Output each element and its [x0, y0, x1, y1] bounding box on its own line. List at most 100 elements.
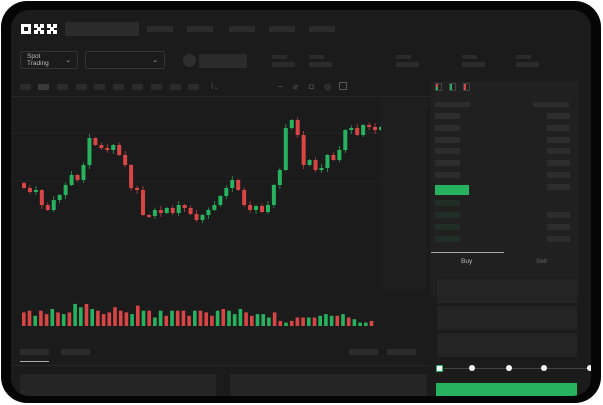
volume-bar	[352, 319, 357, 326]
bid-size	[547, 236, 570, 242]
amount-slider[interactable]	[436, 365, 591, 372]
tab-order-history[interactable]	[61, 349, 90, 355]
candle-body	[218, 196, 223, 205]
timeframe-button[interactable]	[38, 84, 49, 90]
volume-bar	[329, 315, 334, 326]
candle-body	[230, 180, 235, 188]
nav-item[interactable]	[187, 26, 213, 32]
nav-item[interactable]	[309, 26, 335, 32]
candle-body	[63, 185, 68, 195]
timeframe-button[interactable]	[76, 84, 87, 90]
candle-body	[69, 175, 74, 185]
candle-body	[307, 160, 312, 165]
slider-step[interactable]	[587, 365, 591, 371]
volume-bar	[312, 317, 317, 326]
stat-value	[396, 62, 419, 67]
camera-icon[interactable]: ◘	[309, 82, 314, 91]
volume-bar	[289, 320, 294, 326]
slider-step[interactable]	[469, 365, 475, 371]
candle-body	[93, 138, 98, 145]
volume-bar	[295, 317, 300, 326]
stat-label	[516, 55, 531, 59]
orderbook-asks-icon[interactable]	[463, 83, 470, 91]
volume-bar	[44, 314, 49, 326]
timeframe-button[interactable]	[94, 84, 105, 90]
candle-body	[313, 160, 318, 170]
volume-bar	[130, 314, 134, 326]
total-field[interactable]	[437, 333, 577, 358]
tab-open-orders[interactable]	[20, 349, 49, 355]
candle-body	[27, 188, 32, 192]
candle-body	[331, 155, 336, 160]
slider-step[interactable]	[506, 365, 512, 371]
market-type-select[interactable]: Spot Trading ⌄	[20, 51, 78, 69]
candle-body	[277, 170, 282, 185]
nav-item[interactable]	[147, 26, 173, 32]
order-form: Buy Sell	[431, 252, 591, 396]
volume-bar	[107, 312, 112, 326]
candle-body	[39, 190, 44, 205]
amount-field[interactable]	[437, 306, 577, 331]
okx-logo	[21, 24, 57, 34]
timeframe-button[interactable]	[188, 84, 199, 90]
timeframe-button[interactable]	[151, 84, 162, 90]
price-field[interactable]	[437, 279, 577, 304]
fullscreen-icon[interactable]	[339, 82, 347, 90]
volume-bar	[84, 303, 89, 326]
pair-select[interactable]: ⌄	[85, 51, 165, 69]
volume-bar	[318, 315, 322, 326]
candle-body	[248, 205, 253, 210]
candle-body	[45, 205, 50, 210]
buy-tab[interactable]: Buy	[461, 258, 473, 265]
ask-price	[435, 160, 460, 166]
stat-label	[272, 55, 287, 59]
last-price	[435, 185, 469, 195]
line-icon[interactable]: ∼	[277, 82, 284, 91]
volume-bar	[147, 310, 151, 326]
nav-item[interactable]	[229, 26, 255, 32]
volume-bar	[278, 320, 283, 326]
buy-button[interactable]	[436, 383, 577, 396]
volume-bar	[324, 314, 328, 326]
timeframe-button[interactable]	[132, 84, 143, 90]
sell-tab[interactable]: Sell	[536, 258, 547, 265]
pair-name	[199, 54, 247, 68]
chevron-down-icon: ⌄	[152, 57, 158, 64]
slider-step[interactable]	[541, 365, 547, 371]
bid-price	[435, 200, 460, 206]
slider-handle[interactable]	[436, 365, 443, 372]
depth-chart-panel	[381, 97, 427, 290]
candle-body	[170, 208, 175, 213]
buy-tab-underline	[431, 252, 504, 253]
candle-body	[182, 205, 187, 208]
candle-body	[343, 130, 348, 150]
orderbook-both-icon[interactable]	[435, 83, 442, 91]
indicator-icon[interactable]: ꟾ⌄	[211, 84, 219, 91]
candle-body	[242, 190, 247, 205]
timeframe-button[interactable]	[57, 84, 68, 90]
column-header	[533, 102, 569, 107]
timeframe-button[interactable]	[113, 84, 124, 90]
stat-value	[516, 62, 539, 67]
candle-body	[319, 168, 324, 170]
orderbook-bids-icon[interactable]	[449, 83, 456, 91]
volume-bar	[67, 312, 72, 326]
candle-body	[289, 120, 294, 128]
candle-body	[164, 208, 169, 213]
ask-size	[547, 172, 570, 178]
stat-value	[462, 62, 485, 67]
filter-button[interactable]	[387, 349, 416, 355]
ask-price	[435, 172, 460, 178]
timeframe-button[interactable]	[20, 84, 31, 90]
settings-icon[interactable]: ◎	[324, 82, 331, 91]
volume-bar	[364, 322, 368, 326]
filter-button[interactable]	[349, 349, 378, 355]
candle-body	[129, 165, 134, 188]
nav-item[interactable]	[269, 26, 295, 32]
search-bar[interactable]	[65, 22, 139, 36]
ruler-icon[interactable]: ⌀	[293, 82, 298, 91]
candle-body	[361, 125, 366, 135]
volume-bar	[136, 305, 140, 326]
timeframe-button[interactable]	[170, 84, 181, 90]
